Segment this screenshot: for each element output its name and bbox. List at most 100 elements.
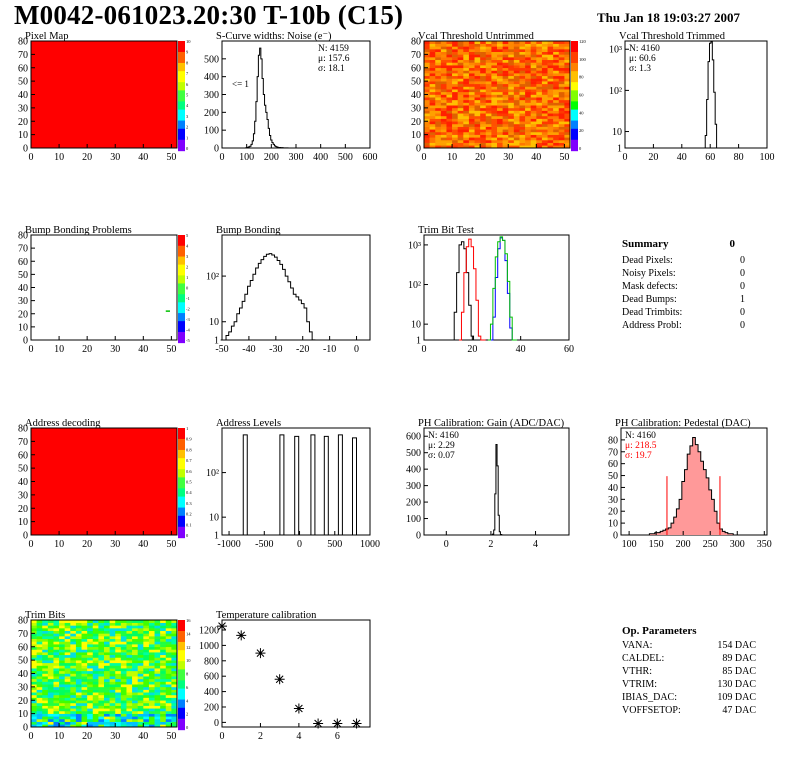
heatmap-cell — [474, 97, 481, 101]
heatmap-cell — [109, 622, 116, 626]
palette-swatch — [178, 707, 185, 711]
heatmap-cell — [530, 89, 537, 93]
heatmap-cell — [137, 721, 144, 725]
histogram-line — [490, 443, 504, 536]
heatmap-cell — [553, 126, 560, 130]
heatmap-cell — [98, 652, 105, 656]
heatmap-cell — [547, 94, 554, 98]
heatmap-cell — [36, 638, 43, 642]
heatmap-cell — [513, 57, 520, 61]
x-tick-label: -30 — [269, 344, 282, 355]
heatmap-cell — [115, 622, 122, 626]
heatmap-cell — [497, 86, 503, 90]
heatmap-cell — [115, 644, 122, 648]
heatmap-cell — [480, 123, 487, 127]
x-tick-label: 10 — [447, 152, 457, 163]
heatmap-cell — [75, 724, 82, 728]
heatmap-cell — [525, 110, 531, 114]
heatmap-cell — [536, 129, 543, 133]
heatmap-cell — [474, 126, 481, 130]
heatmap-cell — [452, 123, 458, 127]
y-tick-label: 400 — [406, 465, 421, 476]
heatmap-cell — [87, 641, 94, 645]
heatmap-cell — [497, 118, 503, 122]
op-parameter-value: 47 DAC — [722, 705, 756, 716]
heatmap-cell — [59, 636, 65, 640]
heatmap-cell — [525, 145, 531, 149]
x-tick-label: 0 — [297, 539, 302, 550]
heatmap-cell — [457, 62, 464, 66]
heatmap-cell — [541, 145, 548, 149]
heatmap-cell — [435, 59, 442, 63]
heatmap-cell — [64, 684, 71, 688]
heatmap-cell — [480, 126, 487, 130]
heatmap-cell — [126, 705, 133, 709]
heatmap-cell — [553, 131, 560, 135]
heatmap-cell — [564, 123, 571, 127]
heatmap-cell — [553, 139, 560, 143]
heatmap-cell — [75, 710, 82, 714]
heatmap-cell — [171, 625, 178, 629]
palette-swatch — [178, 463, 185, 467]
heatmap-cell — [81, 689, 88, 693]
heatmap-cell — [64, 705, 71, 709]
heatmap-cell — [104, 646, 110, 650]
heatmap-cell — [92, 622, 99, 626]
heatmap-cell — [502, 142, 509, 146]
heatmap-cell — [36, 700, 43, 704]
palette-label: 4 — [186, 244, 189, 249]
heatmap-cell — [558, 62, 565, 66]
heatmap-cell — [536, 49, 543, 52]
histogram-peak — [294, 435, 300, 535]
heatmap-cell — [53, 670, 60, 674]
heatmap-cell — [137, 625, 144, 629]
x-tick-label: 200 — [264, 152, 279, 163]
heatmap-cell — [47, 662, 54, 666]
palette-label: 8 — [186, 672, 189, 677]
heatmap-cell — [508, 113, 515, 117]
heatmap-cell — [143, 705, 150, 709]
palette-swatch — [178, 526, 185, 530]
heatmap-cell — [536, 134, 543, 138]
heatmap-cell — [536, 91, 543, 95]
heatmap-cell — [508, 123, 515, 127]
heatmap-cell — [31, 649, 37, 653]
heatmap-cell — [474, 41, 481, 44]
heatmap-cell — [435, 41, 442, 44]
heatmap-cell — [137, 638, 144, 642]
heatmap-cell — [126, 678, 133, 682]
heatmap-cell — [64, 633, 71, 637]
heatmap-cell — [143, 622, 150, 626]
heatmap-cell — [64, 686, 71, 690]
heatmap-cell — [513, 139, 520, 143]
heatmap-cell — [558, 78, 565, 82]
palette-swatch — [178, 502, 185, 506]
heatmap-cell — [525, 70, 531, 74]
palette-label: 2 — [186, 265, 188, 270]
heatmap-cell — [31, 670, 37, 674]
y-tick-label: 10 — [18, 322, 28, 333]
heatmap-cell — [485, 43, 492, 47]
palette-swatch — [178, 633, 185, 637]
heatmap-cell — [480, 118, 487, 122]
palette-swatch — [178, 677, 185, 681]
heatmap-cell — [530, 99, 537, 103]
heatmap-cell — [160, 700, 167, 704]
heatmap-cell — [513, 126, 520, 130]
heatmap-cell — [553, 145, 560, 149]
heatmap-cell — [429, 51, 436, 55]
heatmap-cell — [491, 126, 498, 130]
heatmap-cell — [160, 692, 167, 696]
heatmap-cell — [165, 724, 172, 728]
heatmap-cell — [480, 49, 487, 52]
heatmap-cell — [92, 625, 99, 629]
palette-swatch — [178, 449, 185, 454]
heatmap-cell — [53, 622, 60, 626]
heatmap-cell — [452, 73, 458, 77]
heatmap-cell — [530, 113, 537, 117]
heatmap-cell — [42, 628, 49, 631]
heatmap-cell — [541, 59, 548, 63]
summary-label: Dead Pixels: — [622, 255, 673, 266]
heatmap-cell — [446, 59, 453, 63]
heatmap-cell — [435, 123, 442, 127]
